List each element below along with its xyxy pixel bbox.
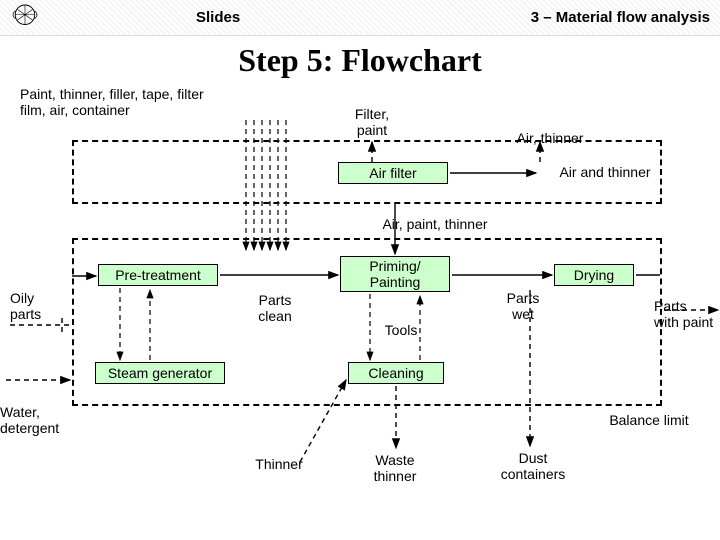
header: Slides 3 – Material flow analysis	[0, 0, 720, 36]
label-dust-containers: Dust containers	[488, 450, 578, 482]
label-tools: Tools	[376, 322, 426, 338]
box-cleaning: Cleaning	[348, 362, 444, 384]
label-thinner: Thinner	[244, 456, 314, 472]
label-air-thinner: Air, thinner	[500, 130, 600, 146]
box-priming-painting: Priming/ Painting	[340, 256, 450, 292]
unido-logo	[10, 2, 40, 28]
box-drying: Drying	[554, 264, 634, 286]
label-oily-parts: Oily parts	[10, 290, 60, 322]
label-waste-thinner: Waste thinner	[360, 452, 430, 484]
label-parts-wet: Parts wet	[498, 290, 548, 322]
label-water-detergent: Water, detergent	[0, 404, 80, 436]
box-pre-treatment: Pre-treatment	[98, 264, 218, 286]
label-balance-limit: Balance limit	[594, 412, 704, 428]
label-parts-clean: Parts clean	[250, 292, 300, 324]
box-air-filter: Air filter	[338, 162, 448, 184]
header-section: 3 – Material flow analysis	[531, 9, 710, 26]
label-parts-with-paint: Parts with paint	[654, 298, 720, 330]
logo-wrap	[10, 2, 66, 33]
label-air-paint-thinner: Air, paint, thinner	[360, 216, 510, 232]
header-slides: Slides	[66, 9, 531, 26]
flowchart-canvas: Air filter Pre-treatment Priming/ Painti…	[0, 80, 720, 540]
label-paint-inputs: Paint, thinner, filler, tape, filter fil…	[20, 86, 280, 118]
label-air-and-thinner: Air and thinner	[540, 164, 670, 180]
page-title: Step 5: Flowchart	[0, 42, 720, 79]
label-filter-paint: Filter, paint	[342, 106, 402, 138]
box-steam-generator: Steam generator	[95, 362, 225, 384]
